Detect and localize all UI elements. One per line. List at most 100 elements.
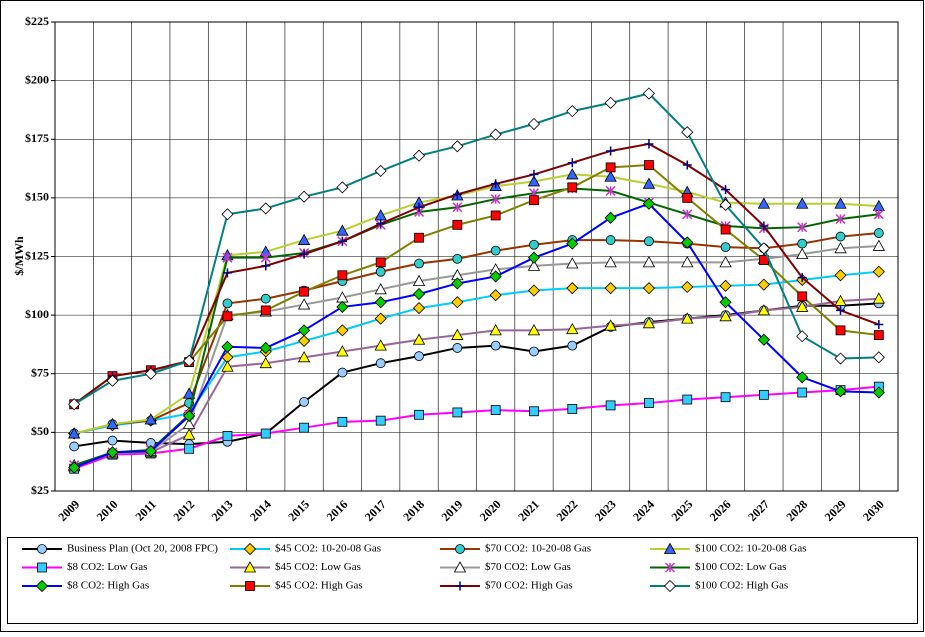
- data-point: [719, 198, 732, 211]
- data-point: [183, 409, 196, 423]
- data-point: [299, 396, 309, 407]
- series-line: [73, 232, 879, 435]
- data-point: [490, 405, 501, 415]
- data-point: [527, 175, 541, 187]
- data-point: [797, 291, 808, 302]
- data-point: [336, 181, 349, 194]
- data-point: [720, 392, 731, 403]
- data-point: [259, 356, 272, 369]
- data-point: [183, 354, 196, 367]
- data-point: [259, 341, 272, 355]
- data-point: [681, 126, 694, 139]
- data-point: [68, 398, 81, 411]
- y-tick-label: $175: [25, 131, 49, 145]
- data-point: [489, 289, 502, 302]
- data-point: [452, 343, 463, 353]
- data-point: [681, 256, 694, 268]
- data-point: [527, 284, 541, 297]
- data-point: [297, 298, 311, 310]
- data-point: [374, 339, 387, 351]
- data-point: [642, 282, 655, 295]
- data-point: [796, 300, 809, 312]
- data-point: [412, 287, 426, 301]
- data-point: [222, 252, 233, 263]
- data-point: [797, 387, 808, 398]
- data-point: [682, 209, 693, 220]
- data-point: [681, 280, 694, 294]
- data-point: [374, 296, 387, 309]
- data-point: [605, 185, 616, 196]
- data-point: [412, 149, 426, 162]
- data-point: [144, 413, 157, 425]
- data-point: [566, 322, 579, 335]
- data-point: [414, 202, 424, 212]
- data-point: [337, 367, 348, 378]
- data-point: [221, 340, 234, 353]
- legend-label: $100 CO2: High Gas: [695, 580, 788, 592]
- data-point: [491, 179, 501, 189]
- data-point: [720, 242, 731, 253]
- data-point: [490, 194, 501, 205]
- data-point: [107, 435, 118, 446]
- data-point: [527, 259, 541, 271]
- data-point: [834, 352, 847, 365]
- data-point: [375, 415, 386, 426]
- data-point: [682, 394, 693, 405]
- data-point: [642, 256, 656, 268]
- data-point: [451, 140, 464, 153]
- data-point: [758, 389, 769, 400]
- data-point: [873, 209, 884, 220]
- data-point: [451, 277, 464, 290]
- series-line: [73, 92, 879, 406]
- data-point: [605, 162, 616, 173]
- data-point: [566, 168, 579, 180]
- data-point: [566, 257, 579, 269]
- legend-label: $70 CO2: High Gas: [485, 580, 573, 592]
- data-point: [834, 197, 847, 209]
- data-point: [719, 296, 732, 309]
- data-point: [872, 386, 885, 399]
- data-point: [836, 305, 846, 315]
- data-point: [834, 294, 847, 306]
- data-point: [604, 96, 617, 109]
- data-point: [374, 312, 387, 325]
- y-tick-label: $125: [25, 248, 49, 262]
- data-point: [412, 333, 426, 345]
- legend-label: $8 CO2: Low Gas: [67, 561, 147, 573]
- data-point: [566, 237, 579, 250]
- data-point: [299, 422, 309, 433]
- data-point: [604, 319, 617, 331]
- data-point: [144, 367, 157, 380]
- data-point: [106, 446, 119, 459]
- y-tick-label: $50: [31, 424, 49, 438]
- data-point: [757, 333, 770, 346]
- legend-marker: [663, 542, 677, 554]
- data-point: [68, 461, 81, 474]
- data-point: [681, 312, 694, 324]
- legend-label: $45 CO2: High Gas: [275, 580, 363, 592]
- data-point: [872, 265, 885, 278]
- data-point: [489, 324, 502, 336]
- data-point: [719, 279, 732, 292]
- data-point: [490, 340, 501, 351]
- data-point: [376, 219, 386, 229]
- data-point: [834, 269, 847, 282]
- data-point: [261, 261, 271, 271]
- legend-marker: [663, 579, 677, 593]
- series-line: [73, 244, 879, 467]
- series-line: [73, 164, 879, 406]
- data-point: [682, 192, 693, 203]
- legend-marker: [453, 561, 467, 573]
- legend-marker: [35, 579, 49, 593]
- data-point: [796, 247, 809, 260]
- data-point: [642, 177, 656, 189]
- series-line: [73, 385, 879, 470]
- data-point: [566, 282, 579, 295]
- data-point: [489, 128, 502, 141]
- data-point: [835, 213, 846, 225]
- data-point: [719, 256, 732, 268]
- legend-label: $70 CO2: Low Gas: [485, 561, 571, 573]
- data-point: [222, 430, 233, 441]
- data-point: [490, 210, 501, 221]
